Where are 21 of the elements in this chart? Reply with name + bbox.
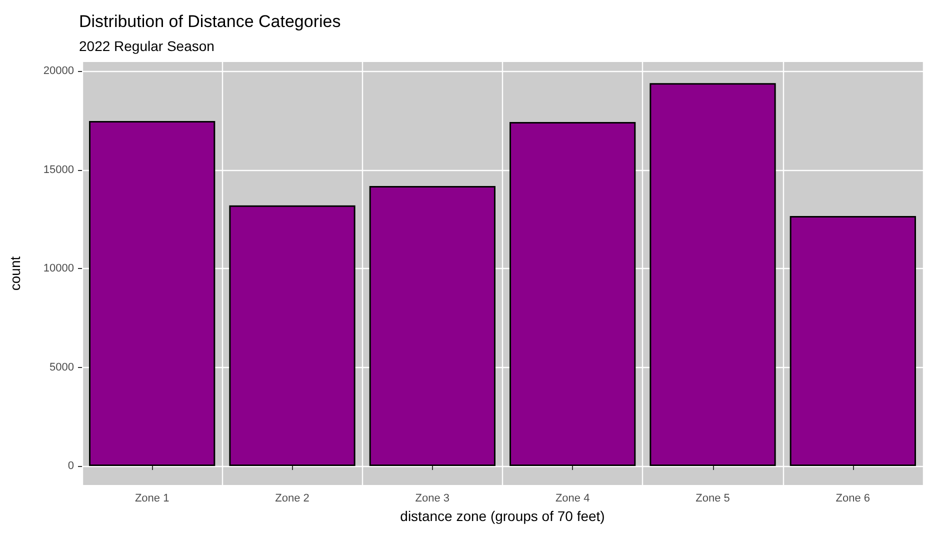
bar (229, 205, 356, 466)
y-tick-label: 0 (68, 460, 74, 472)
y-tick-label: 10000 (43, 262, 74, 275)
x-tick-label: Zone 1 (134, 492, 170, 504)
y-tick-label: 5000 (50, 361, 74, 374)
bar (369, 186, 496, 466)
x-tick-label: Zone 6 (836, 492, 870, 504)
y-tick-label: 15000 (43, 164, 74, 176)
x-tick-label: Zone 5 (696, 492, 730, 504)
chart-subtitle: 2022 Regular Season (79, 38, 214, 54)
y-axis-title: count (7, 256, 23, 291)
bar (89, 121, 216, 466)
x-tick-label: Zone 3 (415, 492, 450, 504)
chart-title: Distribution of Distance Categories (79, 12, 341, 31)
y-tick-label: 20000 (43, 65, 74, 78)
x-axis-title: distance zone (groups of 70 feet) (400, 508, 605, 524)
bar (790, 216, 916, 466)
bar (510, 122, 636, 466)
bar (650, 83, 776, 466)
x-tick-label: Zone 2 (275, 492, 310, 504)
x-tick-label: Zone 4 (555, 492, 590, 504)
